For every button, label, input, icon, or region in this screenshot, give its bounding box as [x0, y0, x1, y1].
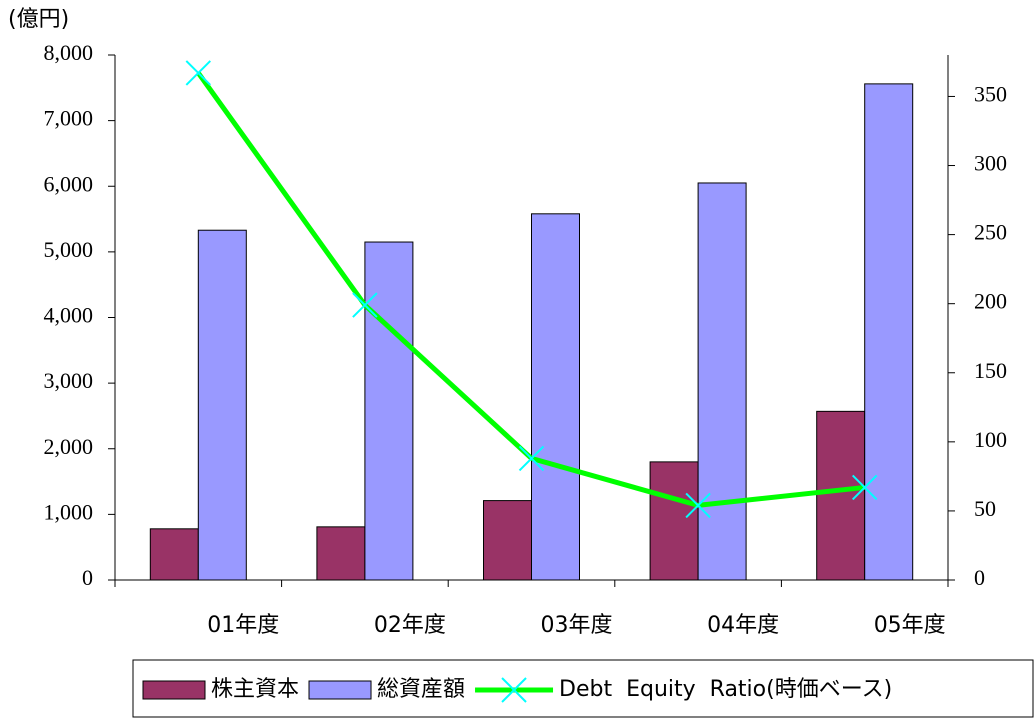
y-tick-label: 5,000	[44, 237, 94, 262]
marker	[185, 60, 212, 86]
marker	[685, 492, 711, 519]
legend-box	[132, 659, 1034, 718]
y-tick-label: 3,000	[44, 368, 94, 393]
y-tick-label: 8,000	[44, 40, 94, 65]
y2-tick-label: 200	[974, 289, 1007, 314]
y2-tick-label: 100	[974, 427, 1007, 452]
unit-label: (億円)	[8, 7, 69, 32]
x-tick-label: 03年度	[541, 613, 613, 638]
legend-label: 株主資本	[211, 677, 299, 702]
legend-label: 総資産額	[377, 677, 465, 702]
bar	[697, 182, 747, 581]
y2-tick-label: 300	[974, 151, 1007, 176]
y-tick-label: 4,000	[44, 303, 94, 328]
bar	[149, 528, 199, 581]
bar	[864, 83, 914, 581]
y-tick-label: 6,000	[44, 171, 94, 196]
marker	[851, 474, 878, 501]
y2-tick-label: 0	[974, 565, 985, 590]
y2-tick-label: 250	[974, 220, 1007, 245]
legend-marker	[501, 677, 527, 703]
y2-tick-label: 350	[974, 81, 1007, 106]
legend-swatch	[308, 680, 372, 700]
legend-swatch	[142, 680, 206, 700]
marker	[352, 292, 378, 318]
x-tick-label: 05年度	[874, 613, 946, 638]
y-tick-label: 0	[82, 565, 93, 590]
bar	[197, 229, 247, 581]
bar	[316, 526, 366, 581]
y-tick-label: 2,000	[44, 434, 94, 459]
marker	[518, 445, 545, 472]
bar	[649, 461, 699, 581]
bar	[483, 500, 532, 581]
x-tick-label: 01年度	[207, 613, 279, 638]
bar	[364, 241, 414, 581]
y-tick-label: 1,000	[44, 499, 94, 524]
x-tick-label: 04年度	[707, 613, 779, 638]
bar	[531, 213, 580, 581]
y2-tick-label: 150	[974, 358, 1007, 383]
y2-tick-label: 50	[974, 496, 996, 521]
y-tick-label: 7,000	[44, 106, 94, 131]
legend-label: Debt Equity Ratio(時価ベース)	[559, 677, 892, 702]
x-tick-label: 02年度	[374, 613, 446, 638]
